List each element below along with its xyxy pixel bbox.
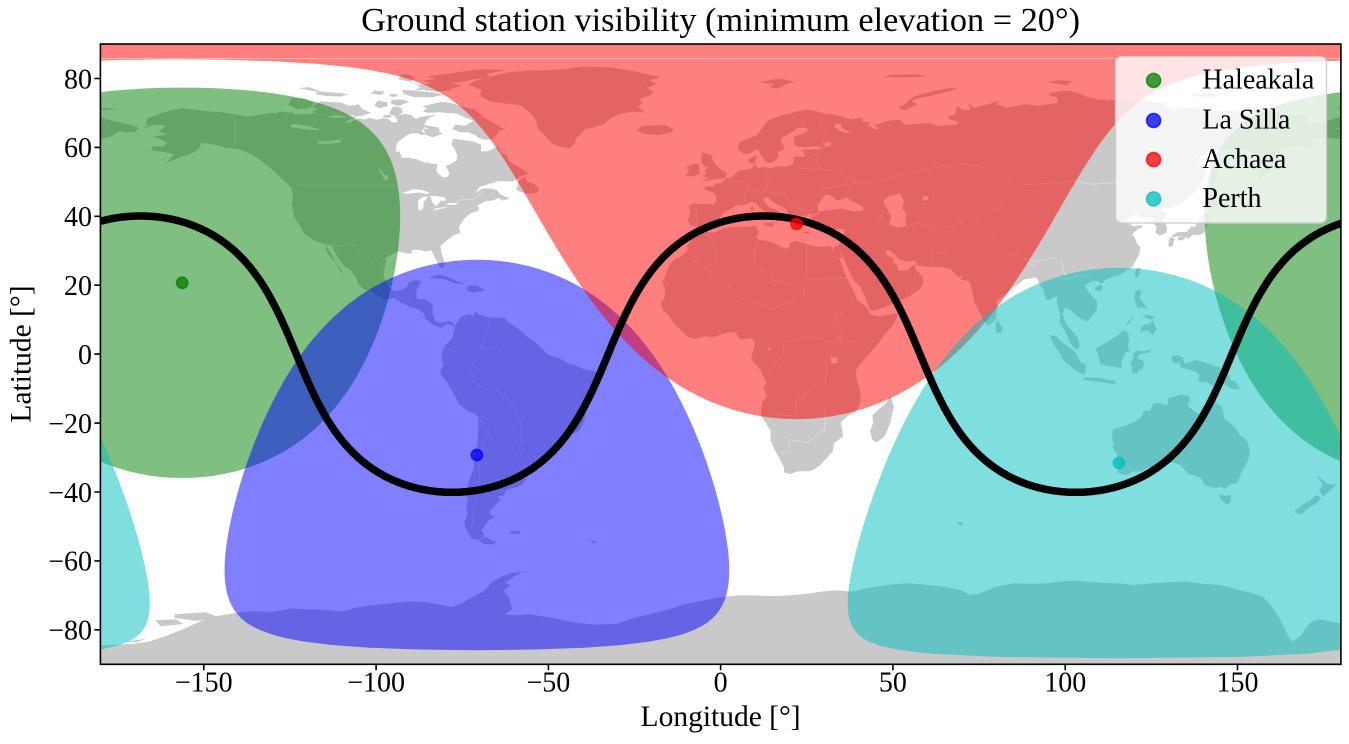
svg-text:−20: −20 — [48, 409, 92, 440]
svg-text:La Silla: La Silla — [1202, 105, 1290, 136]
svg-text:−100: −100 — [347, 668, 405, 699]
svg-text:−40: −40 — [48, 478, 92, 509]
svg-text:20: 20 — [64, 271, 92, 302]
svg-text:−60: −60 — [48, 547, 92, 578]
svg-text:Perth: Perth — [1202, 183, 1261, 214]
svg-text:Haleakala: Haleakala — [1202, 65, 1314, 96]
svg-text:Longitude [°]: Longitude [°] — [641, 701, 801, 733]
svg-text:−150: −150 — [175, 668, 233, 699]
svg-text:80: 80 — [64, 64, 92, 95]
svg-text:0: 0 — [714, 668, 728, 699]
svg-text:Achaea: Achaea — [1202, 144, 1287, 175]
svg-text:Ground station visibility (min: Ground station visibility (minimum eleva… — [361, 1, 1080, 39]
svg-text:50: 50 — [879, 668, 907, 699]
svg-text:150: 150 — [1217, 668, 1259, 699]
svg-text:100: 100 — [1044, 668, 1086, 699]
svg-text:−80: −80 — [48, 616, 92, 647]
svg-text:−50: −50 — [527, 668, 571, 699]
svg-text:40: 40 — [64, 202, 92, 233]
svg-text:0: 0 — [78, 340, 92, 371]
svg-text:60: 60 — [64, 133, 92, 164]
svg-text:Latitude [°]: Latitude [°] — [6, 285, 38, 422]
